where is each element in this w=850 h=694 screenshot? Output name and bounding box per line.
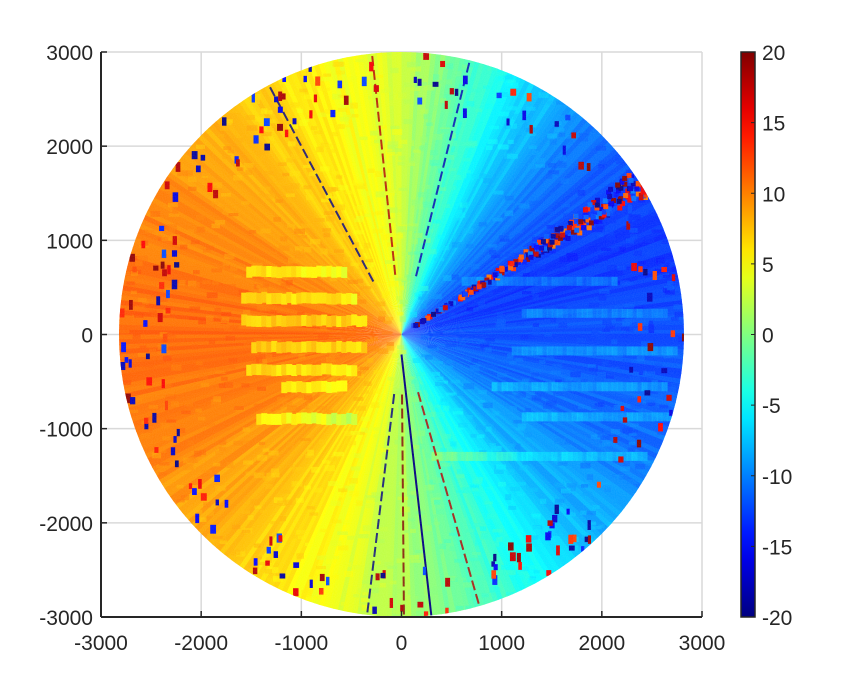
colorbar-tick-label: 15 <box>762 113 785 136</box>
field-grain <box>119 52 684 617</box>
x-tick-label: 0 <box>396 632 408 655</box>
colorbar-tick-label: 0 <box>762 325 774 348</box>
x-tick-label: 3000 <box>679 632 726 655</box>
colorbar-tick-label: -10 <box>762 466 792 489</box>
axes <box>100 51 703 618</box>
y-tick-label: 1000 <box>46 230 93 253</box>
x-tick-label: -1000 <box>274 632 328 655</box>
y-tick-label: -3000 <box>39 607 93 630</box>
x-tick-label: 2000 <box>578 632 625 655</box>
x-tick-label: -3000 <box>74 632 128 655</box>
colorbar-tick-label: 10 <box>762 183 785 206</box>
y-tick-label: 0 <box>81 325 93 348</box>
y-tick-label: 2000 <box>46 136 93 159</box>
colorbar <box>740 51 756 618</box>
y-tick-label: -2000 <box>39 513 93 536</box>
x-tick-labels: -3000 -2000 -1000 0 1000 2000 3000 <box>74 632 725 655</box>
colorbar-tick-label: -5 <box>762 395 781 418</box>
colorbar-tick-label: 5 <box>762 254 774 277</box>
y-tick-labels: 3000 2000 1000 0 -1000 -2000 -3000 <box>39 42 93 630</box>
velocity-field <box>119 52 684 617</box>
x-tick-label: 1000 <box>478 632 525 655</box>
colorbar-tick-label: 20 <box>762 42 785 65</box>
colorbar-tick-labels: 20 15 10 5 0 -5 -10 -15 -20 <box>762 42 792 630</box>
colorbar-tick-label: -15 <box>762 536 792 559</box>
colorbar-tick-label: -20 <box>762 607 792 630</box>
x-tick-label: -2000 <box>174 632 228 655</box>
y-tick-label: -1000 <box>39 419 93 442</box>
y-tick-label: 3000 <box>46 42 93 65</box>
